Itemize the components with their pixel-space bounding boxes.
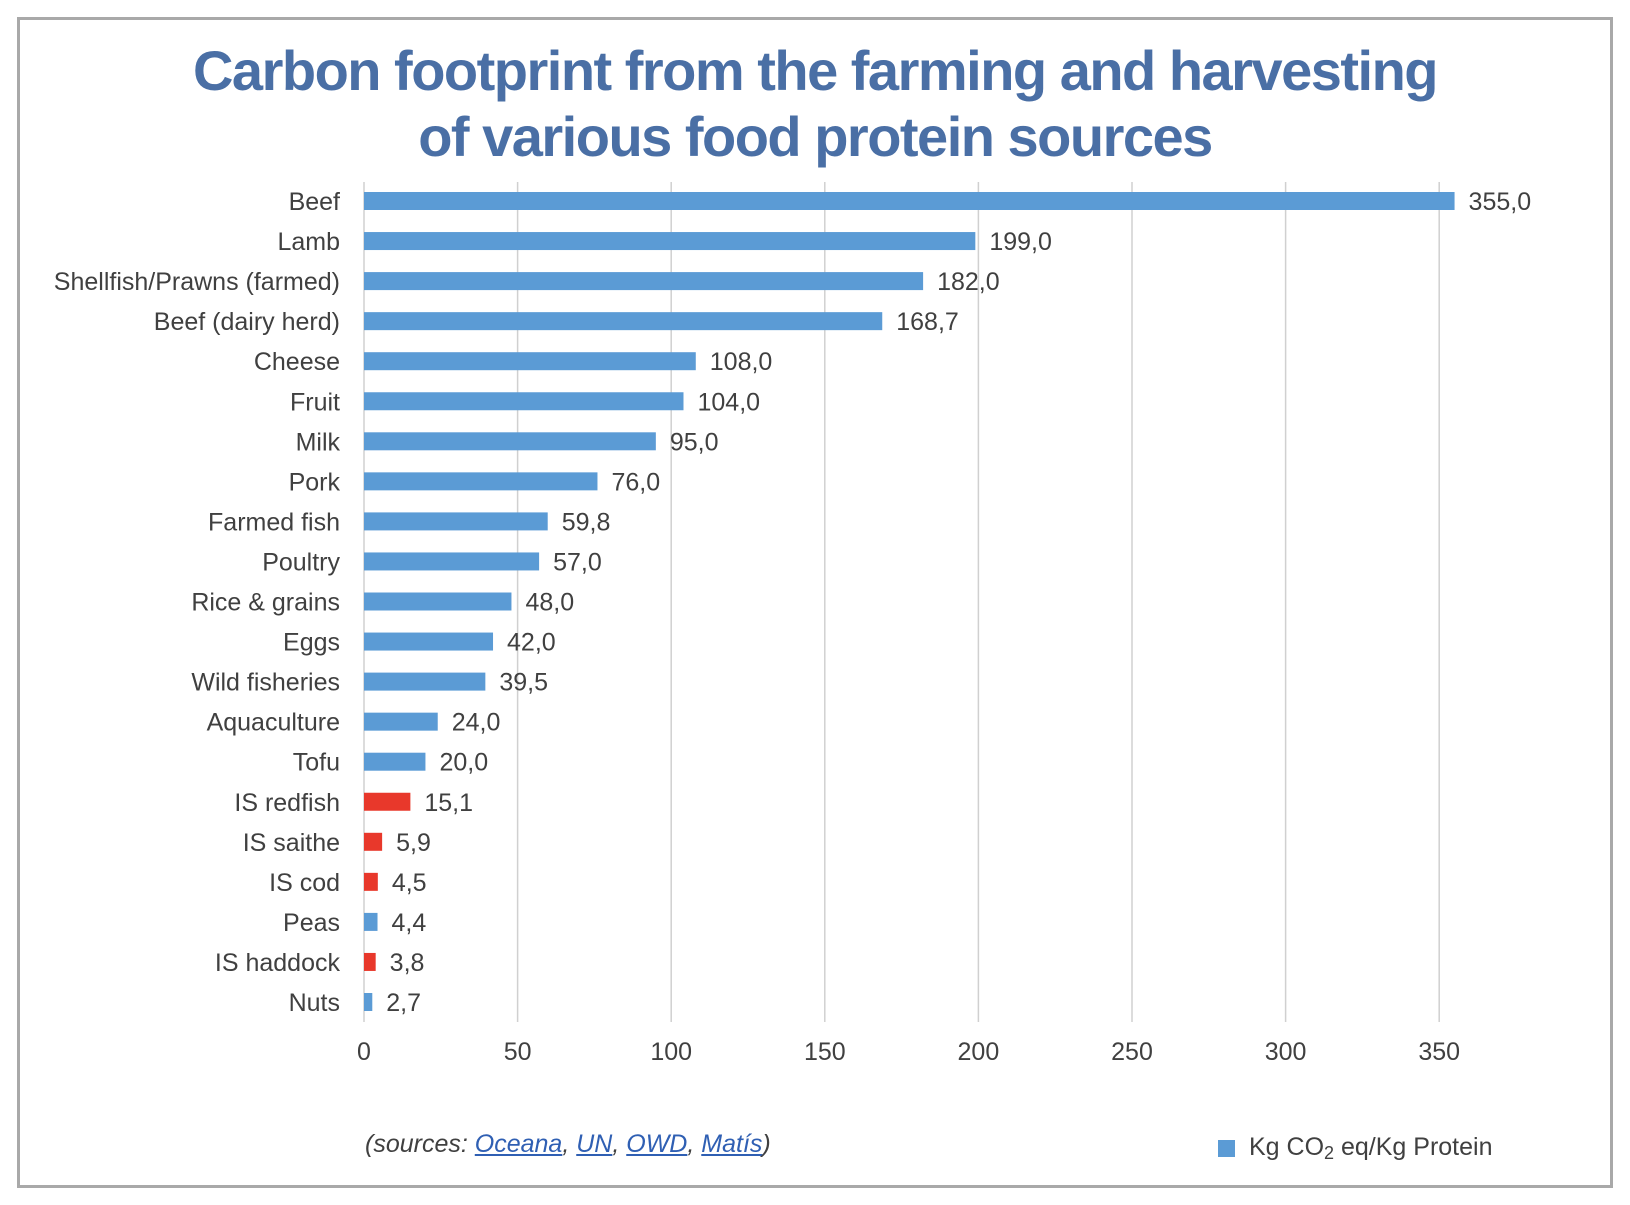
category-label: Wild fisheries (191, 669, 340, 697)
bar (364, 232, 976, 251)
data-label: 57,0 (553, 548, 602, 576)
bar (364, 272, 924, 291)
bar (364, 192, 1455, 210)
category-label: Peas (283, 909, 340, 937)
bar (364, 792, 411, 811)
x-tick-label: 250 (1111, 1038, 1153, 1066)
legend-label: Kg CO2 eq/Kg Protein (1249, 1133, 1493, 1163)
x-tick-label: 150 (804, 1038, 846, 1066)
bar (364, 472, 598, 491)
sources-prefix: (sources: (365, 1130, 475, 1158)
bar (364, 432, 656, 451)
category-label: Tofu (293, 749, 340, 777)
category-label: Pork (289, 468, 341, 496)
category-label: Farmed fish (208, 508, 340, 536)
data-label: 4,5 (392, 869, 427, 897)
source-link-owd[interactable]: OWD (626, 1130, 688, 1158)
data-label: 4,4 (392, 909, 427, 937)
title-line-2: of various food protein sources (418, 105, 1213, 168)
bar (364, 392, 684, 411)
sources-separator: , (562, 1130, 577, 1158)
data-label: 76,0 (611, 468, 660, 496)
data-label: 15,1 (424, 789, 473, 817)
bar (364, 993, 373, 1011)
category-label: Shellfish/Prawns (farmed) (54, 268, 340, 296)
data-label: 48,0 (525, 589, 574, 617)
x-tick-label: 300 (1265, 1038, 1307, 1066)
category-label: IS haddock (215, 949, 341, 977)
title-line-1: Carbon footprint from the farming and ha… (192, 39, 1439, 102)
bar (364, 872, 378, 891)
legend-swatch (1218, 1140, 1235, 1157)
data-label: 3,8 (390, 949, 425, 977)
bar (364, 552, 540, 571)
source-link-oceana[interactable]: Oceana (474, 1130, 563, 1158)
data-label: 182,0 (937, 268, 1000, 296)
source-link-un[interactable]: UN (576, 1130, 613, 1158)
category-label: Milk (296, 428, 341, 456)
x-tick-label: 100 (650, 1038, 692, 1066)
category-label: Beef (289, 188, 340, 216)
bar (364, 752, 426, 771)
data-label: 5,9 (396, 829, 431, 857)
category-label: Fruit (290, 388, 340, 416)
category-label: Cheese (254, 348, 340, 376)
bar (364, 632, 494, 651)
bar (364, 312, 883, 331)
bar (364, 592, 512, 611)
x-tick-label: 0 (357, 1038, 371, 1066)
bar (364, 832, 383, 851)
data-label: 2,7 (386, 989, 421, 1017)
chart-legend: Kg CO2 eq/Kg Protein (1218, 1133, 1492, 1164)
data-label: 20,0 (439, 749, 488, 777)
chart-frame (17, 17, 1613, 1188)
source-link-matis[interactable]: Matís (701, 1130, 763, 1158)
category-label: IS cod (269, 869, 340, 897)
sources-note: (sources: Oceana, UN, OWD, Matís) (365, 1130, 771, 1159)
data-label: 168,7 (896, 308, 959, 336)
bar (364, 672, 486, 691)
data-label: 355,0 (1469, 188, 1532, 216)
data-label: 39,5 (499, 669, 548, 697)
sources-separator: , (612, 1130, 627, 1158)
x-tick-label: 350 (1418, 1038, 1460, 1066)
data-label: 104,0 (697, 388, 760, 416)
data-label: 42,0 (507, 629, 556, 657)
bar (364, 712, 438, 731)
category-label: Lamb (277, 228, 340, 256)
data-label: 199,0 (989, 228, 1052, 256)
bar (364, 512, 548, 531)
chart-title: Carbon footprint from the farming and ha… (0, 38, 1630, 170)
category-label: Beef (dairy herd) (154, 308, 340, 336)
data-label: 95,0 (670, 428, 719, 456)
category-label: Aquaculture (207, 709, 340, 737)
sources-suffix: ) (762, 1130, 771, 1158)
data-label: 24,0 (452, 709, 501, 737)
data-label: 108,0 (710, 348, 773, 376)
x-tick-label: 200 (958, 1038, 1000, 1066)
bar (364, 352, 696, 371)
sources-separator: , (687, 1130, 702, 1158)
data-label: 59,8 (562, 508, 611, 536)
category-label: Poultry (262, 548, 340, 576)
category-label: Rice & grains (191, 589, 340, 617)
category-label: IS saithe (243, 829, 340, 857)
category-label: Eggs (283, 629, 340, 657)
bar (364, 952, 376, 971)
x-tick-label: 50 (504, 1038, 532, 1066)
category-label: IS redfish (234, 789, 340, 817)
bar (364, 912, 378, 931)
category-label: Nuts (289, 989, 340, 1017)
